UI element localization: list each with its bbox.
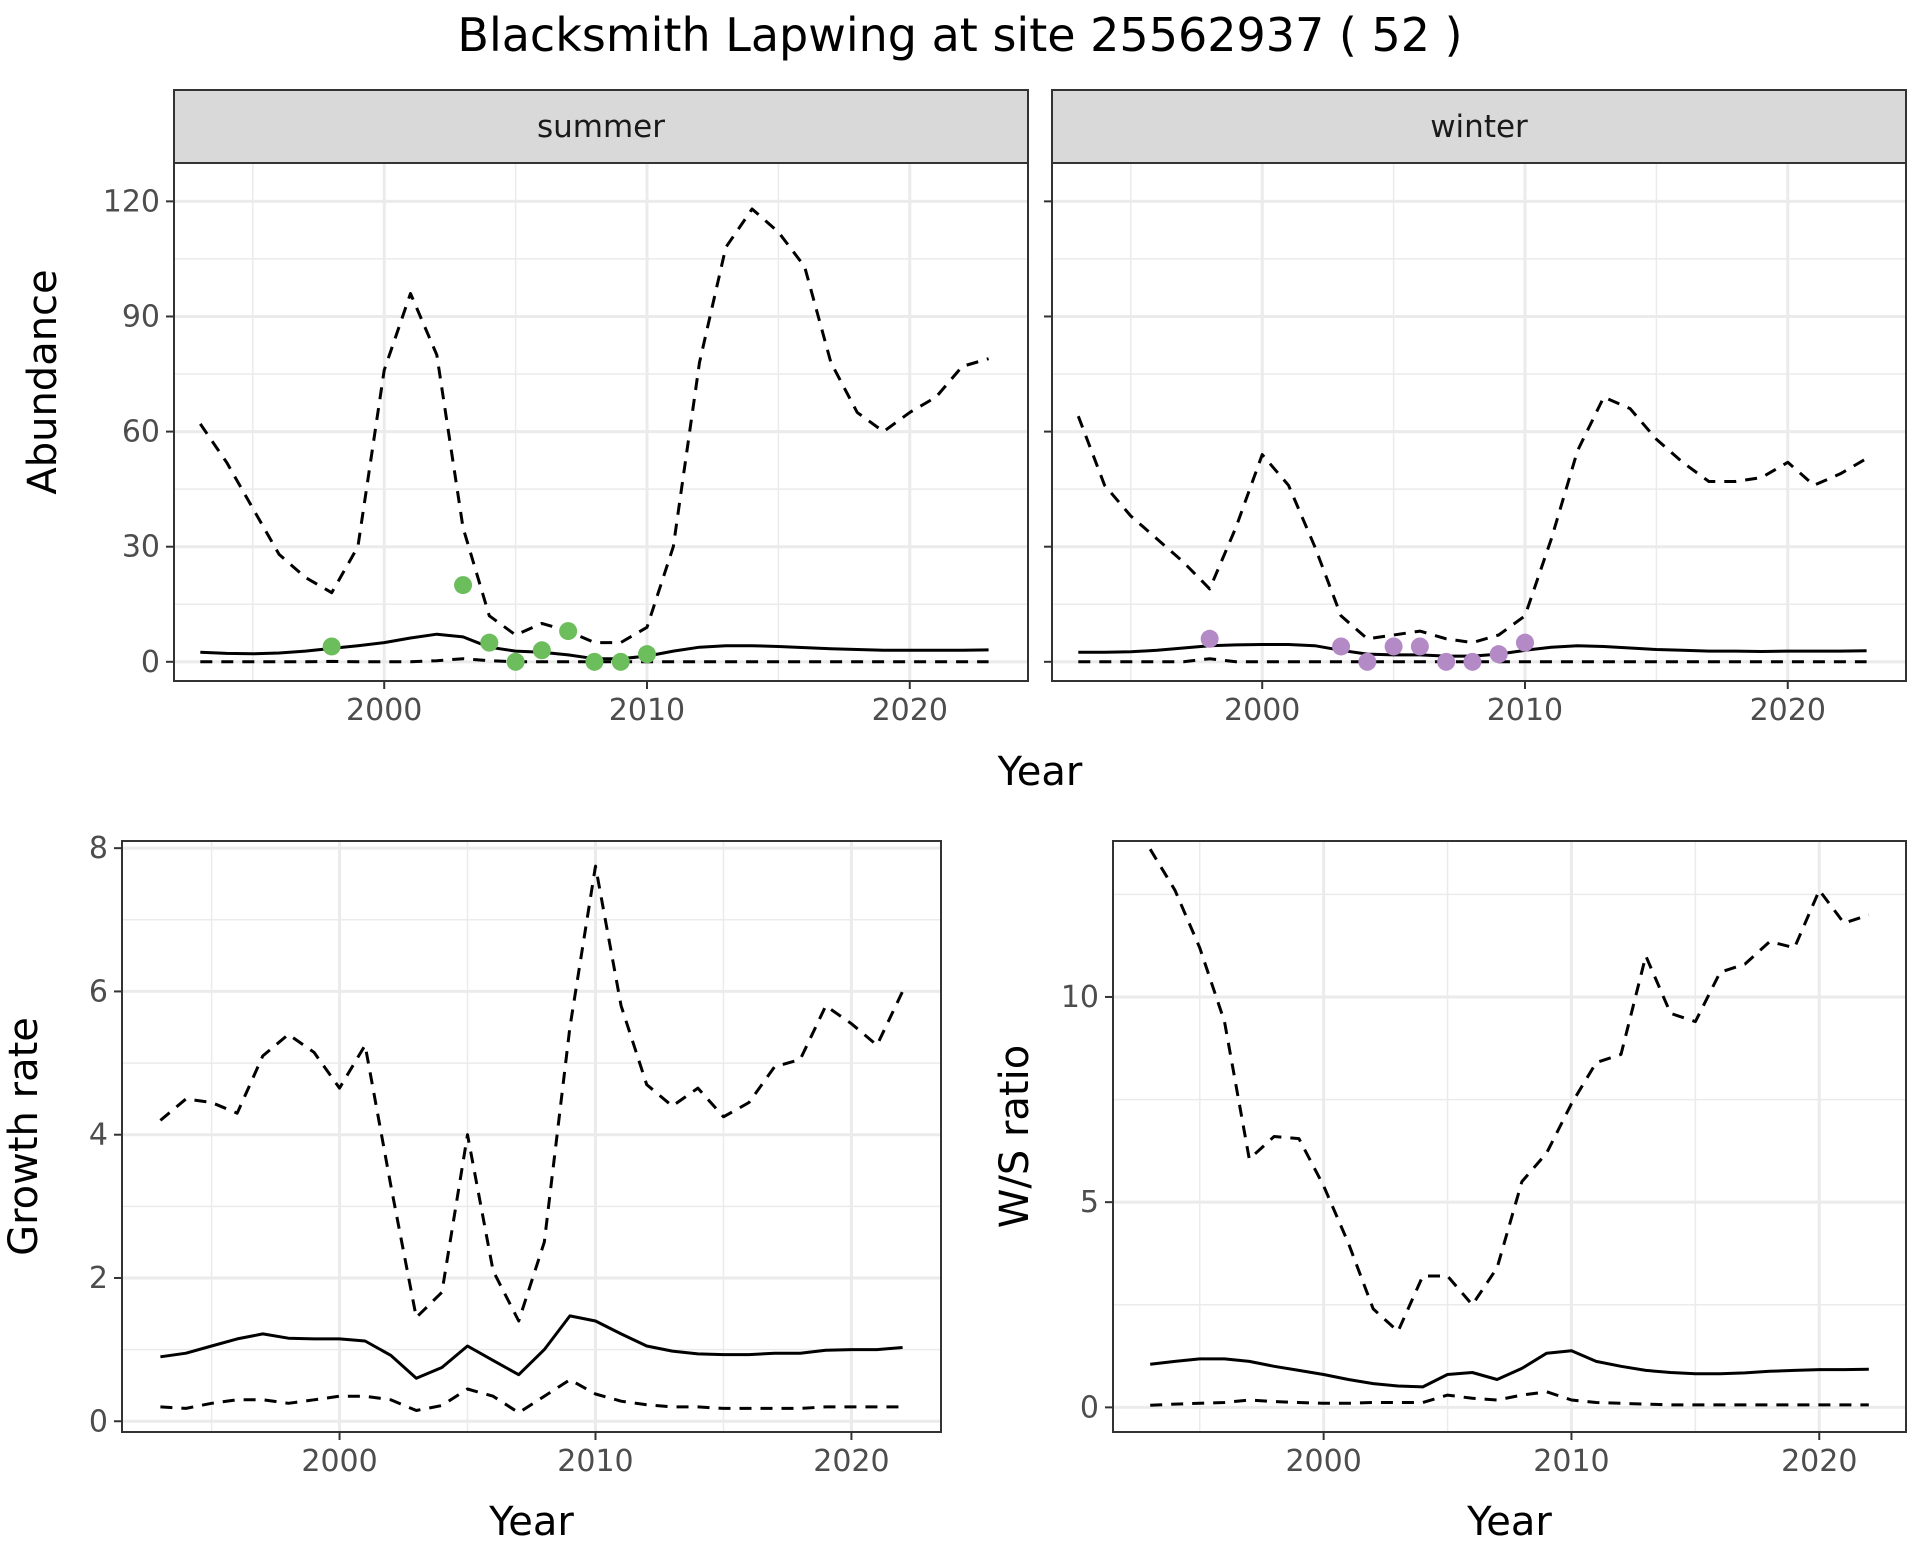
ws-ratio-y-axis-title: W/S ratio (992, 1045, 1038, 1228)
abundance-winter-data-point (1358, 652, 1377, 671)
abundance-winter-data-point (1437, 652, 1456, 671)
growth-panel-border (121, 840, 942, 1433)
abundance-summer-y-tick-label: 30 (122, 530, 160, 565)
ws-ratio-y-tick-label: 0 (1080, 1390, 1099, 1425)
growth-y-tick-label: 4 (89, 1118, 108, 1153)
growth-x-axis-title: Year (488, 1499, 574, 1545)
abundance-winter-data-point (1384, 637, 1403, 656)
abundance-summer-y-tick-label: 0 (141, 645, 160, 680)
growth-x-tick-label: 2000 (301, 1444, 377, 1479)
abundance-winter-data-point (1489, 645, 1508, 664)
abundance-summer-y-tick-label: 120 (103, 184, 160, 219)
ws-ratio-panel-border (1112, 840, 1907, 1433)
ws-ratio-x-tick-label: 2000 (1285, 1444, 1361, 1479)
abundance-summer-y-tick-label: 90 (122, 299, 160, 334)
ws-ratio-mean-line (1150, 1349, 1869, 1389)
abundance-summer-data-point (480, 633, 499, 652)
abundance-summer-data-point (637, 645, 656, 664)
growth-y-tick-label: 6 (89, 974, 108, 1009)
ws-ratio-y-tick-label: 10 (1061, 980, 1099, 1015)
abundance-summer-y-tick-label: 60 (122, 415, 160, 450)
abundance-y-axis-title: Abundance (20, 269, 66, 494)
abundance-winter-data-point (1332, 637, 1351, 656)
abundance-summer-data-point (506, 652, 525, 671)
abundance-winter-strip (1051, 89, 1907, 164)
ws-ratio-lower-line (1150, 1390, 1869, 1407)
abundance-summer-data-point (585, 652, 604, 671)
ws-ratio-x-tick-label: 2010 (1533, 1444, 1609, 1479)
abundance-summer-data-point (611, 652, 630, 671)
abundance-winter-upper-line (1076, 395, 1868, 645)
ws-ratio-x-axis-title: Year (1466, 1499, 1552, 1545)
abundance-summer-data-point (532, 641, 551, 660)
abundance-winter-x-tick-label: 2020 (1750, 693, 1826, 728)
abundance-x-axis-title: Year (997, 749, 1083, 795)
ws-ratio-plot-bg (1113, 841, 1906, 1432)
abundance-summer-data-point (559, 622, 578, 641)
abundance-winter-lower-line (1078, 657, 1867, 664)
growth-y-tick-label: 0 (89, 1404, 108, 1439)
abundance-winter-data-point (1200, 629, 1219, 648)
ws-ratio-x-tick-label: 2020 (1781, 1444, 1857, 1479)
abundance-summer-plot-bg (174, 163, 1028, 681)
abundance-summer-data-point (322, 637, 341, 656)
abundance-winter-strip-label: winter (1430, 109, 1528, 145)
abundance-winter-panel-border (1051, 162, 1907, 682)
growth-y-axis-title: Growth rate (1, 1017, 47, 1256)
ws-ratio-upper-line (1148, 848, 1870, 1333)
abundance-winter-data-point (1463, 652, 1482, 671)
abundance-summer-strip (173, 89, 1029, 164)
growth-y-tick-label: 2 (89, 1261, 108, 1296)
abundance-summer-x-tick-label: 2000 (346, 693, 422, 728)
growth-plot-bg (122, 841, 941, 1432)
abundance-summer-strip-label: summer (537, 109, 665, 145)
growth-y-tick-label: 8 (89, 831, 108, 866)
abundance-summer-upper-line (199, 207, 990, 645)
growth-lower-line (160, 1378, 903, 1415)
abundance-summer-panel-border (173, 162, 1029, 682)
abundance-summer-data-point (454, 576, 473, 595)
ws-ratio-y-tick-label: 5 (1080, 1185, 1099, 1220)
abundance-summer-lower-line (200, 657, 989, 664)
abundance-winter-x-tick-label: 2010 (1487, 693, 1563, 728)
growth-x-tick-label: 2010 (557, 1444, 633, 1479)
abundance-winter-data-point (1515, 633, 1534, 652)
abundance-winter-plot-bg (1052, 163, 1906, 681)
chart-title: Blacksmith Lapwing at site 25562937 ( 52… (457, 8, 1463, 62)
growth-upper-line (159, 864, 904, 1323)
abundance-winter-x-tick-label: 2000 (1224, 693, 1300, 728)
abundance-summer-x-tick-label: 2010 (609, 693, 685, 728)
growth-mean-line (160, 1314, 903, 1380)
abundance-winter-data-point (1410, 637, 1429, 656)
abundance-summer-x-tick-label: 2020 (872, 693, 948, 728)
growth-x-tick-label: 2020 (813, 1444, 889, 1479)
